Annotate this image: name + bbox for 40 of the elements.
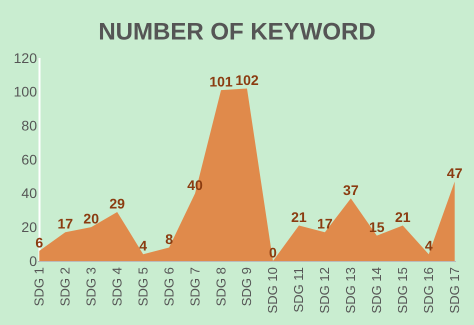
x-tick-label: SDG 12 [317, 267, 332, 314]
x-tick-label: SDG 8 [213, 267, 228, 306]
x-tick-label: SDG 6 [161, 267, 176, 306]
data-label: 4 [139, 238, 148, 254]
data-label: 29 [109, 195, 126, 212]
data-label: 8 [165, 230, 174, 247]
x-tick-label: SDG 17 [446, 267, 462, 314]
x-tick-label: SDG 9 [239, 267, 254, 306]
data-label: 17 [57, 216, 74, 232]
data-label: 37 [343, 182, 359, 198]
x-tick-label: SDG 10 [265, 267, 280, 314]
data-label: 102 [235, 72, 259, 88]
data-label: 6 [35, 234, 44, 250]
x-tick-label: SDG 3 [83, 267, 98, 306]
data-label: 21 [291, 208, 307, 225]
x-tick-label: SDG 2 [57, 267, 72, 306]
y-tick-label: 80 [21, 118, 38, 134]
data-label: 47 [446, 164, 463, 181]
data-label: 17 [317, 216, 333, 232]
data-label: 20 [83, 210, 100, 227]
chart-title: NUMBER OF KEYWORD [98, 18, 376, 46]
data-label: 15 [369, 219, 385, 236]
x-tick-label: SDG 1 [32, 267, 47, 306]
x-tick-label: SDG 5 [135, 267, 150, 306]
y-tick-label: 40 [21, 185, 38, 202]
data-label: 21 [394, 208, 411, 225]
x-tick-label: SDG 11 [291, 267, 306, 312]
y-tick-label: 0 [29, 252, 38, 269]
data-label: 4 [424, 238, 433, 254]
y-tick-label: 100 [14, 84, 38, 100]
y-tick-label: 120 [14, 50, 38, 66]
y-tick-label: 60 [21, 151, 38, 168]
y-tick-label: 20 [21, 219, 38, 236]
x-tick-label: SDG 16 [420, 267, 436, 314]
x-tick-label: SDG 4 [109, 267, 124, 306]
x-tick-label: SDG 13 [343, 267, 358, 314]
x-tick-label: SDG 7 [187, 267, 202, 306]
data-label: 101 [209, 74, 233, 90]
x-tick-label: SDG 14 [369, 267, 384, 314]
x-tick-label: SDG 15 [395, 267, 410, 314]
